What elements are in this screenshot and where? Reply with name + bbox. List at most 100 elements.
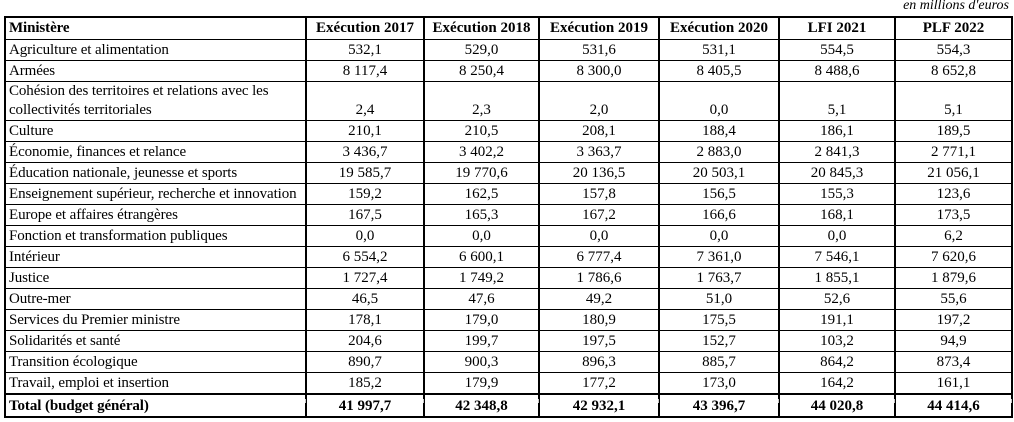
ministry-label: Cohésion des territoires et relations av…	[4, 81, 307, 121]
ghost-gridline-tick	[658, 399, 659, 403]
value-cell: 49,2	[538, 288, 660, 310]
value-cell: 864,2	[778, 351, 896, 373]
header-column: Exécution 2020	[658, 16, 780, 40]
header-column: Exécution 2018	[423, 16, 540, 40]
value-cell: 0,0	[305, 225, 425, 247]
ghost-gridline-tick	[894, 399, 895, 403]
value-cell: 3 363,7	[538, 141, 660, 163]
value-cell: 19 770,6	[423, 162, 540, 184]
value-cell: 173,0	[658, 372, 780, 394]
value-cell: 185,2	[305, 372, 425, 394]
value-cell: 123,6	[894, 183, 1013, 205]
value-cell: 1 879,6	[894, 267, 1013, 289]
value-cell: 175,5	[658, 309, 780, 331]
value-cell: 885,7	[658, 351, 780, 373]
value-cell: 155,3	[778, 183, 896, 205]
value-cell: 1 763,7	[658, 267, 780, 289]
value-cell: 179,0	[423, 309, 540, 331]
value-cell: 161,1	[894, 372, 1013, 394]
value-cell: 8 488,6	[778, 60, 896, 82]
total-value-cell: 42 932,1	[538, 392, 660, 417]
value-cell: 46,5	[305, 288, 425, 310]
value-cell: 0,0	[658, 81, 780, 121]
value-cell: 8 300,0	[538, 60, 660, 82]
header-column: PLF 2022	[894, 16, 1013, 40]
table-row: Intérieur 6 554,2 6 600,1 6 777,4 7 361,0 7 5…	[4, 246, 1013, 268]
value-cell: 8 405,5	[658, 60, 780, 82]
value-cell: 531,1	[658, 39, 780, 61]
value-cell: 554,5	[778, 39, 896, 61]
table-row: Fonction et transformation publiques 0,0 0…	[4, 225, 1013, 247]
ministry-label: Armées	[4, 60, 307, 82]
value-cell: 554,3	[894, 39, 1013, 61]
value-cell: 159,2	[305, 183, 425, 205]
value-cell: 188,4	[658, 120, 780, 142]
value-cell: 20 136,5	[538, 162, 660, 184]
value-cell: 191,1	[778, 309, 896, 331]
value-cell: 47,6	[423, 288, 540, 310]
table-row: Travail, emploi et insertion 185,2 179,9 17…	[4, 372, 1013, 394]
ministry-label: Solidarités et santé	[4, 330, 307, 352]
value-cell: 52,6	[778, 288, 896, 310]
table-row: Solidarités et santé 204,6 199,7 197,5 152,7…	[4, 330, 1013, 352]
table-row: Outre-mer 46,5 47,6 49,2 51,0 52,6 55,6	[4, 288, 1013, 310]
value-cell: 21 056,1	[894, 162, 1013, 184]
value-cell: 167,2	[538, 204, 660, 226]
value-cell: 156,5	[658, 183, 780, 205]
ghost-gridline-tick	[423, 399, 424, 403]
value-cell: 51,0	[658, 288, 780, 310]
value-cell: 186,1	[778, 120, 896, 142]
value-cell: 0,0	[538, 225, 660, 247]
table-row: Justice 1 727,4 1 749,2 1 786,6 1 763,7 1 855…	[4, 267, 1013, 289]
value-cell: 189,5	[894, 120, 1013, 142]
value-cell: 8 117,4	[305, 60, 425, 82]
total-value-cell: 44 414,6	[894, 392, 1013, 417]
header-row: Ministère Exécution 2017 Exécution 2018 Exé…	[4, 16, 1013, 40]
table-row: Armées 8 117,4 8 250,4 8 300,0 8 405,5 8 488,…	[4, 60, 1013, 82]
value-cell: 6 554,2	[305, 246, 425, 268]
value-cell: 166,6	[658, 204, 780, 226]
value-cell: 6,2	[894, 225, 1013, 247]
budget-table: Ministère Exécution 2017 Exécution 2018 Exé…	[4, 16, 1013, 418]
table-row: Culture 210,1 210,5 208,1 188,4 186,1 189,5	[4, 120, 1013, 142]
total-value-cell: 42 348,8	[423, 392, 540, 417]
value-cell: 2 771,1	[894, 141, 1013, 163]
value-cell: 1 749,2	[423, 267, 540, 289]
table-row: Cohésion des territoires et relations av…	[4, 81, 1013, 121]
value-cell: 199,7	[423, 330, 540, 352]
header-column: Exécution 2019	[538, 16, 660, 40]
value-cell: 531,6	[538, 39, 660, 61]
value-cell: 2,0	[538, 81, 660, 121]
value-cell: 8 250,4	[423, 60, 540, 82]
ministry-label: Justice	[4, 267, 307, 289]
ghost-gridline-tick	[538, 399, 539, 403]
value-cell: 177,2	[538, 372, 660, 394]
header-ministry: Ministère	[4, 16, 307, 40]
header-column: LFI 2021	[778, 16, 896, 40]
value-cell: 7 361,0	[658, 246, 780, 268]
table-row: Enseignement supérieur, recherche et inn…	[4, 183, 1013, 205]
value-cell: 873,4	[894, 351, 1013, 373]
value-cell: 2 841,3	[778, 141, 896, 163]
value-cell: 7 546,1	[778, 246, 896, 268]
value-cell: 20 845,3	[778, 162, 896, 184]
value-cell: 94,9	[894, 330, 1013, 352]
unit-note: en millions d'euros	[903, 0, 1009, 13]
header-column: Exécution 2017	[305, 16, 425, 40]
value-cell: 178,1	[305, 309, 425, 331]
total-value-cell: 41 997,7	[305, 392, 425, 417]
ministry-label: Europe et affaires étrangères	[4, 204, 307, 226]
ghost-gridline-tick	[305, 399, 306, 403]
value-cell: 1 855,1	[778, 267, 896, 289]
value-cell: 210,5	[423, 120, 540, 142]
value-cell: 3 436,7	[305, 141, 425, 163]
value-cell: 167,5	[305, 204, 425, 226]
value-cell: 162,5	[423, 183, 540, 205]
value-cell: 1 727,4	[305, 267, 425, 289]
value-cell: 532,1	[305, 39, 425, 61]
ministry-label: Transition écologique	[4, 351, 307, 373]
value-cell: 20 503,1	[658, 162, 780, 184]
total-label: Total (budget général)	[4, 392, 307, 417]
ministry-label: Travail, emploi et insertion	[4, 372, 307, 394]
value-cell: 197,5	[538, 330, 660, 352]
